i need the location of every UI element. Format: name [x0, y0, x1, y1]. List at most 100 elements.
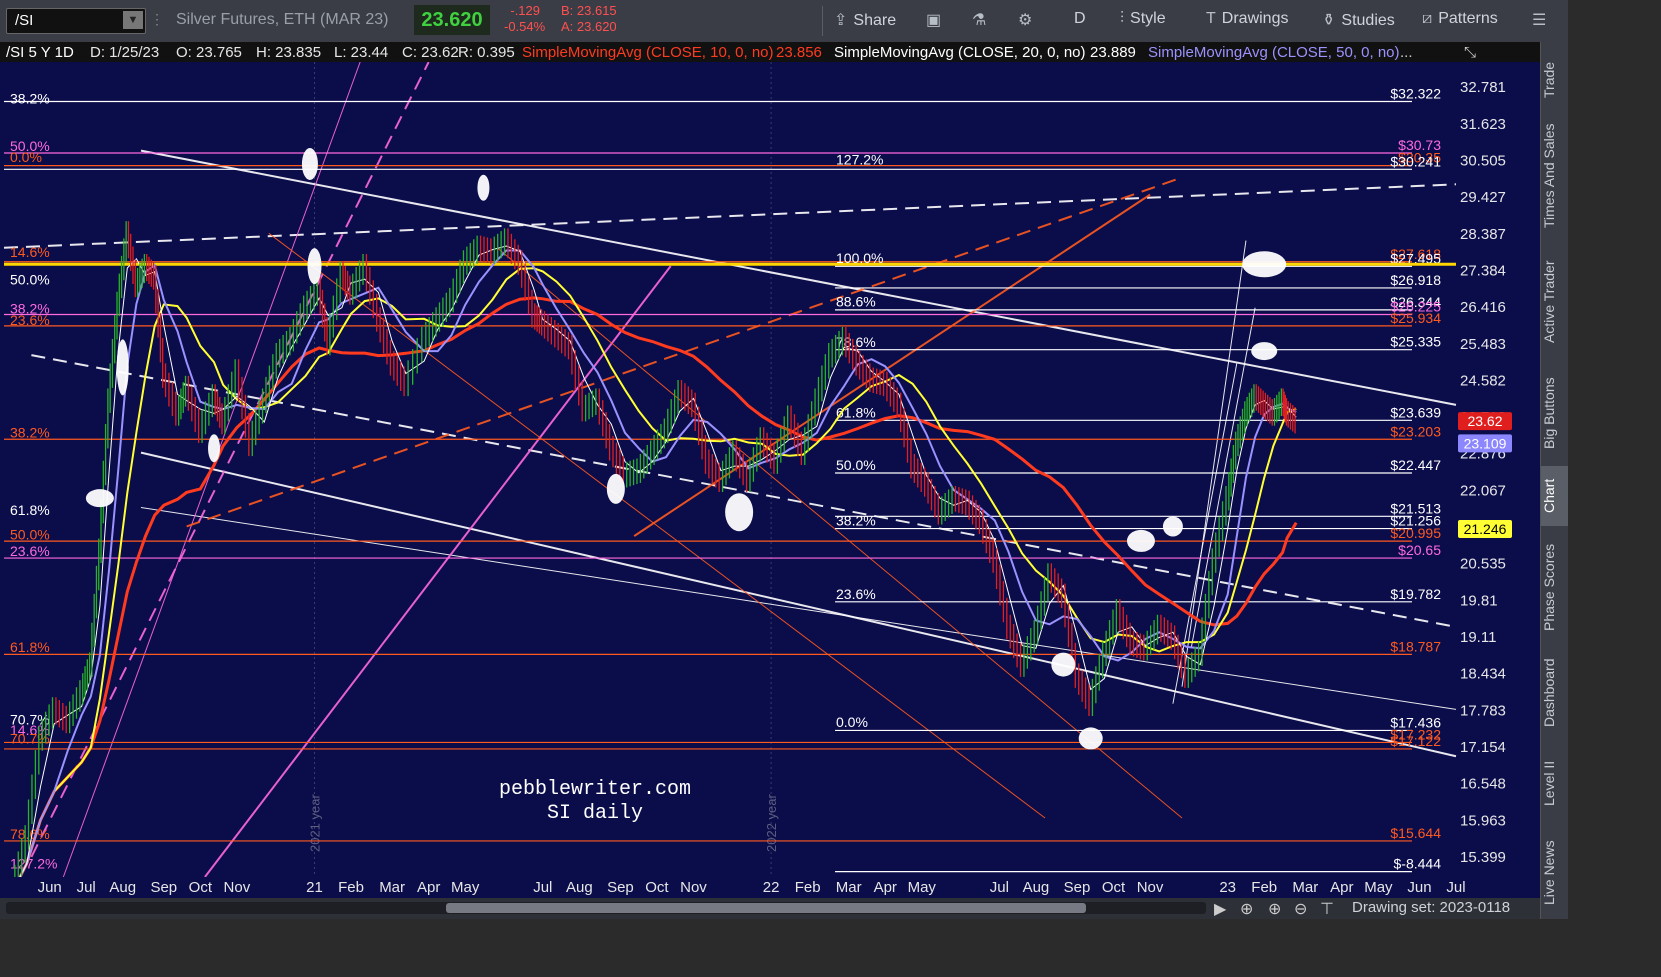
window-edge [1568, 0, 1661, 977]
tab-chart[interactable]: Chart [1541, 466, 1569, 526]
y-tick-label: 25.483 [1460, 336, 1506, 353]
y-tick-label: 20.535 [1460, 556, 1506, 573]
fib-level-price: $27.495 [1390, 250, 1441, 266]
share-label: Share [853, 12, 897, 29]
drawings-label: Drawings [1221, 10, 1289, 27]
fib-percent-label: 14.6% [10, 722, 50, 738]
ask-value: A: 23.620 [561, 19, 617, 34]
x-tick-label: Oct [1102, 879, 1126, 896]
camera-icon: ▣ [926, 12, 942, 29]
bid-ask: B: 23.615 A: 23.620 [561, 3, 617, 35]
x-axis-area [0, 877, 1540, 898]
tab-dashboard[interactable]: Dashboard [1541, 658, 1557, 728]
price-tag-label: 23.62 [1467, 413, 1502, 429]
collapse-icon[interactable]: ⤡ [1464, 44, 1477, 61]
x-tick-label: Aug [109, 879, 136, 896]
period-button[interactable]: D [1074, 10, 1086, 27]
symbol-selector[interactable]: /SI ▼ [6, 8, 146, 34]
fib-percent-label: 38.2% [10, 300, 50, 316]
tab-big-buttons[interactable]: Big Buttons [1541, 377, 1557, 449]
x-tick-label: Jun [38, 879, 62, 896]
style-label: Style [1130, 10, 1166, 27]
change-percent: -0.54% [504, 19, 546, 34]
trendline-drawing [1181, 240, 1247, 687]
pivot-marker [85, 489, 114, 508]
last-price: 23.620 [414, 5, 490, 35]
crosshair-icon[interactable]: ⊕ [1240, 901, 1254, 918]
tab-times-and-sales[interactable]: Times And Sales [1541, 123, 1557, 229]
fib-level-price: $17.436 [1390, 714, 1441, 730]
fib-percent-label: 23.6% [10, 312, 50, 328]
scroll-right-icon[interactable]: ▶ [1214, 901, 1227, 918]
tab-live-news[interactable]: Live News [1541, 840, 1557, 906]
y-tick-label: 17.154 [1460, 739, 1506, 756]
scroll-thumb[interactable] [446, 903, 1086, 913]
more-studies[interactable]: ... [1400, 44, 1413, 61]
fib-percent-label: 70.7% [10, 731, 50, 747]
tab-level-ii[interactable]: Level II [1541, 760, 1557, 806]
fib-level-price: $26.344 [1390, 294, 1441, 310]
pivot-marker [477, 174, 490, 201]
fib-level-price: $20.65 [1398, 542, 1441, 558]
x-tick-label: Oct [189, 879, 213, 896]
zoom-out-icon[interactable]: ⊖ [1294, 901, 1308, 918]
fib-level-price: $18.787 [1390, 638, 1441, 654]
x-tick-label: Feb [338, 879, 364, 896]
pan-icon[interactable]: ⊤ [1320, 901, 1334, 918]
tab-phase-scores[interactable]: Phase Scores [1541, 543, 1557, 631]
screenshot-button[interactable]: ▣ [926, 10, 947, 30]
studies-button[interactable]: ⚱ Studies [1322, 10, 1395, 30]
pivot-marker [1242, 251, 1287, 278]
tab-active-trader[interactable]: Active Trader [1541, 260, 1557, 344]
chevron-down-icon[interactable]: ▼ [123, 11, 143, 29]
trendline-drawing [140, 149, 1457, 406]
sma20-legend: SimpleMovingAvg (CLOSE, 20, 0, no) [834, 44, 1086, 61]
moving-average-line [11, 296, 1298, 892]
sma10-value: 23.856 [776, 44, 822, 61]
style-button[interactable]: ⫶ Style [1120, 10, 1166, 28]
fib-level-price: $23.639 [1390, 404, 1441, 420]
pivot-marker [1251, 342, 1278, 361]
x-tick-label: 23 [1219, 879, 1236, 896]
share-button[interactable]: ⇪ Share [834, 10, 896, 30]
pivot-marker [301, 147, 318, 180]
fib-level-price: $21.513 [1390, 500, 1441, 516]
drawing-set-label[interactable]: Drawing set: 2023-0118 [1352, 899, 1511, 916]
drawings-button[interactable]: T Drawings [1206, 10, 1288, 28]
tab-trade[interactable]: Trade [1541, 61, 1557, 98]
watermark-subtext: SI daily [547, 802, 643, 825]
fib-level-price: $32.322 [1390, 86, 1441, 102]
fib-level-price: $21.256 [1390, 513, 1441, 529]
zoom-in-icon[interactable]: ⊕ [1268, 901, 1282, 918]
fib-level-price: $25.335 [1390, 334, 1441, 350]
price-tag [1458, 434, 1512, 453]
gear-icon: ⚙ [1018, 12, 1033, 29]
y-tick-label: 26.416 [1460, 299, 1506, 316]
patterns-button[interactable]: ⧄ Patterns [1422, 10, 1498, 28]
fib-percent-label: 127.2% [836, 151, 883, 167]
sma20-value: 23.889 [1090, 44, 1136, 61]
fib-percent-label: 23.6% [10, 543, 50, 559]
x-tick-label: Sep [607, 879, 634, 896]
side-panel: Trade Times And Sales Active Trader Big … [1540, 42, 1569, 977]
grip-icon[interactable]: ⋮ [150, 11, 164, 27]
fib-percent-label: 61.8% [10, 502, 50, 518]
fib-level-price: $19.782 [1390, 586, 1441, 602]
year-marker-label: 2021 year [307, 794, 322, 852]
y-tick-label: 28.387 [1460, 226, 1506, 243]
menu-button[interactable]: ☰ [1532, 10, 1552, 30]
chart-bottom-bar: ▶ ⊕ ⊕ ⊖ ⊤ Drawing set: 2023-0118 [0, 898, 1540, 919]
trendline-drawing [268, 232, 1046, 819]
beaker-button[interactable]: ⚗ [972, 10, 992, 30]
time-scrollbar[interactable] [6, 902, 1206, 914]
y-tick-label: 16.548 [1460, 776, 1506, 793]
x-tick-label: Jul [77, 879, 96, 896]
trendline-drawing [3, 183, 1457, 249]
symbol-input[interactable]: /SI [15, 12, 34, 29]
settings-button[interactable]: ⚙ [1018, 10, 1038, 30]
trendline-drawing [1190, 307, 1256, 649]
fib-percent-label: 50.0% [10, 272, 50, 288]
